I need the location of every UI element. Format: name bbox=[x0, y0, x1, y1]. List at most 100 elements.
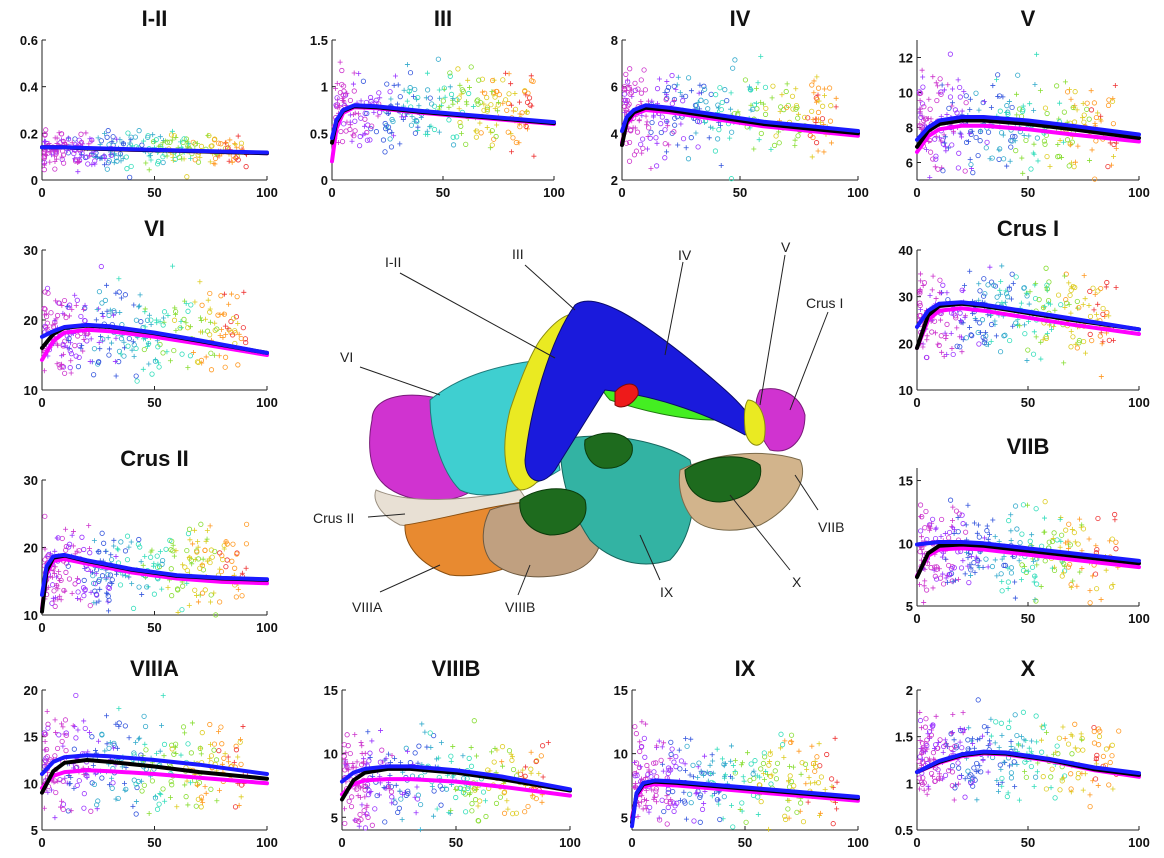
x-tick-label: 0 bbox=[338, 835, 345, 850]
scatter-point bbox=[638, 98, 644, 104]
scatter-point bbox=[407, 70, 414, 76]
y-tick-label: 30 bbox=[24, 473, 38, 488]
scatter-point bbox=[682, 768, 688, 774]
scatter-point bbox=[641, 735, 647, 741]
scatter-point bbox=[918, 271, 924, 277]
scatter-point bbox=[669, 130, 675, 136]
scatter-point bbox=[922, 116, 929, 122]
scatter-point bbox=[1040, 774, 1046, 780]
scatter-point bbox=[88, 336, 94, 342]
scatter-point bbox=[392, 73, 398, 79]
scatter-point bbox=[159, 723, 165, 729]
scatter-point bbox=[397, 94, 403, 100]
scatter-point bbox=[155, 360, 161, 366]
scatter-point bbox=[207, 319, 213, 325]
scatter-point bbox=[60, 801, 67, 807]
scatter-point bbox=[358, 794, 364, 800]
scatter-point bbox=[1062, 79, 1068, 85]
scatter-point bbox=[347, 126, 353, 133]
scatter-point bbox=[382, 757, 388, 763]
scatter-point bbox=[104, 308, 110, 314]
scatter-point bbox=[949, 763, 956, 769]
scatter-point bbox=[488, 102, 494, 108]
scatter-point bbox=[786, 779, 792, 785]
scatter-point bbox=[1014, 526, 1020, 532]
scatter-point bbox=[927, 734, 933, 740]
scatter-point bbox=[926, 786, 932, 792]
y-tick-label: 1.5 bbox=[895, 730, 913, 745]
scatter-point bbox=[59, 535, 65, 542]
scatter-point bbox=[230, 315, 237, 321]
scatter-point bbox=[243, 541, 250, 547]
scatter-point bbox=[43, 311, 49, 317]
scatter-point bbox=[406, 88, 412, 94]
scatter-point bbox=[677, 766, 683, 772]
scatter-point bbox=[96, 340, 102, 346]
scatter-point bbox=[976, 565, 982, 571]
scatter-point bbox=[91, 580, 97, 586]
scatter-point bbox=[1004, 793, 1010, 800]
scatter-point bbox=[925, 116, 931, 122]
scatter-point bbox=[113, 571, 119, 577]
scatter-point bbox=[52, 564, 58, 570]
scatter-point bbox=[91, 346, 98, 352]
scatter-point bbox=[62, 717, 69, 723]
scatter-point bbox=[85, 161, 91, 167]
y-tick-label: 5 bbox=[31, 823, 38, 838]
scatter-point bbox=[508, 131, 514, 137]
scatter-point bbox=[382, 120, 388, 127]
scatter-point bbox=[86, 729, 92, 735]
scatter-point bbox=[65, 563, 71, 569]
scatter-point bbox=[1113, 140, 1119, 146]
scatter-point bbox=[930, 774, 936, 780]
scatter-point bbox=[94, 592, 100, 598]
scatter-point bbox=[212, 136, 218, 142]
scatter-points bbox=[916, 697, 1122, 810]
scatter-point bbox=[491, 77, 497, 83]
scatter-point bbox=[1057, 544, 1063, 550]
scatter-point bbox=[1043, 335, 1049, 342]
scatter-point bbox=[192, 299, 198, 305]
scatter-point bbox=[42, 306, 48, 312]
scatter-point bbox=[922, 578, 928, 584]
scatter-point bbox=[940, 749, 946, 755]
scatter-point bbox=[932, 746, 938, 752]
scatter-point bbox=[122, 787, 128, 793]
scatter-point bbox=[947, 51, 953, 57]
x-tick-label: 50 bbox=[147, 185, 161, 200]
scatter-point bbox=[1096, 733, 1103, 740]
scatter-point bbox=[632, 724, 638, 730]
scatter-point bbox=[43, 731, 49, 737]
scatter-point bbox=[365, 729, 371, 735]
y-tick-label: 30 bbox=[24, 243, 38, 258]
scatter-point bbox=[505, 129, 511, 135]
scatter-point bbox=[133, 739, 139, 745]
scatter-point bbox=[987, 531, 993, 537]
scatter-point bbox=[122, 292, 128, 298]
scatter-point bbox=[454, 97, 460, 103]
scatter-point bbox=[1038, 737, 1044, 743]
scatter-point bbox=[184, 139, 190, 145]
scatter-point bbox=[933, 133, 939, 139]
scatter-point bbox=[1058, 302, 1064, 308]
scatter-point bbox=[218, 141, 224, 147]
scatter-point bbox=[951, 530, 957, 536]
scatter-point bbox=[388, 760, 394, 766]
scatter-point bbox=[84, 154, 90, 160]
scatter-point bbox=[1019, 562, 1025, 568]
scatter-point bbox=[778, 745, 784, 751]
scatter-point bbox=[1030, 150, 1036, 156]
scatter-point bbox=[949, 769, 956, 775]
y-tick-label: 0.4 bbox=[20, 80, 39, 95]
scatter-point bbox=[1005, 586, 1011, 592]
scatter-point bbox=[434, 806, 440, 812]
scatter-point bbox=[643, 721, 649, 727]
scatter-point bbox=[960, 727, 966, 733]
scatter-point bbox=[1098, 118, 1104, 124]
scatter-point bbox=[638, 764, 644, 770]
scatter-point bbox=[88, 589, 94, 595]
scatter-point bbox=[89, 734, 95, 740]
x-tick-label: 100 bbox=[543, 185, 565, 200]
scatter-point bbox=[517, 111, 523, 117]
scatter-point bbox=[938, 516, 945, 523]
